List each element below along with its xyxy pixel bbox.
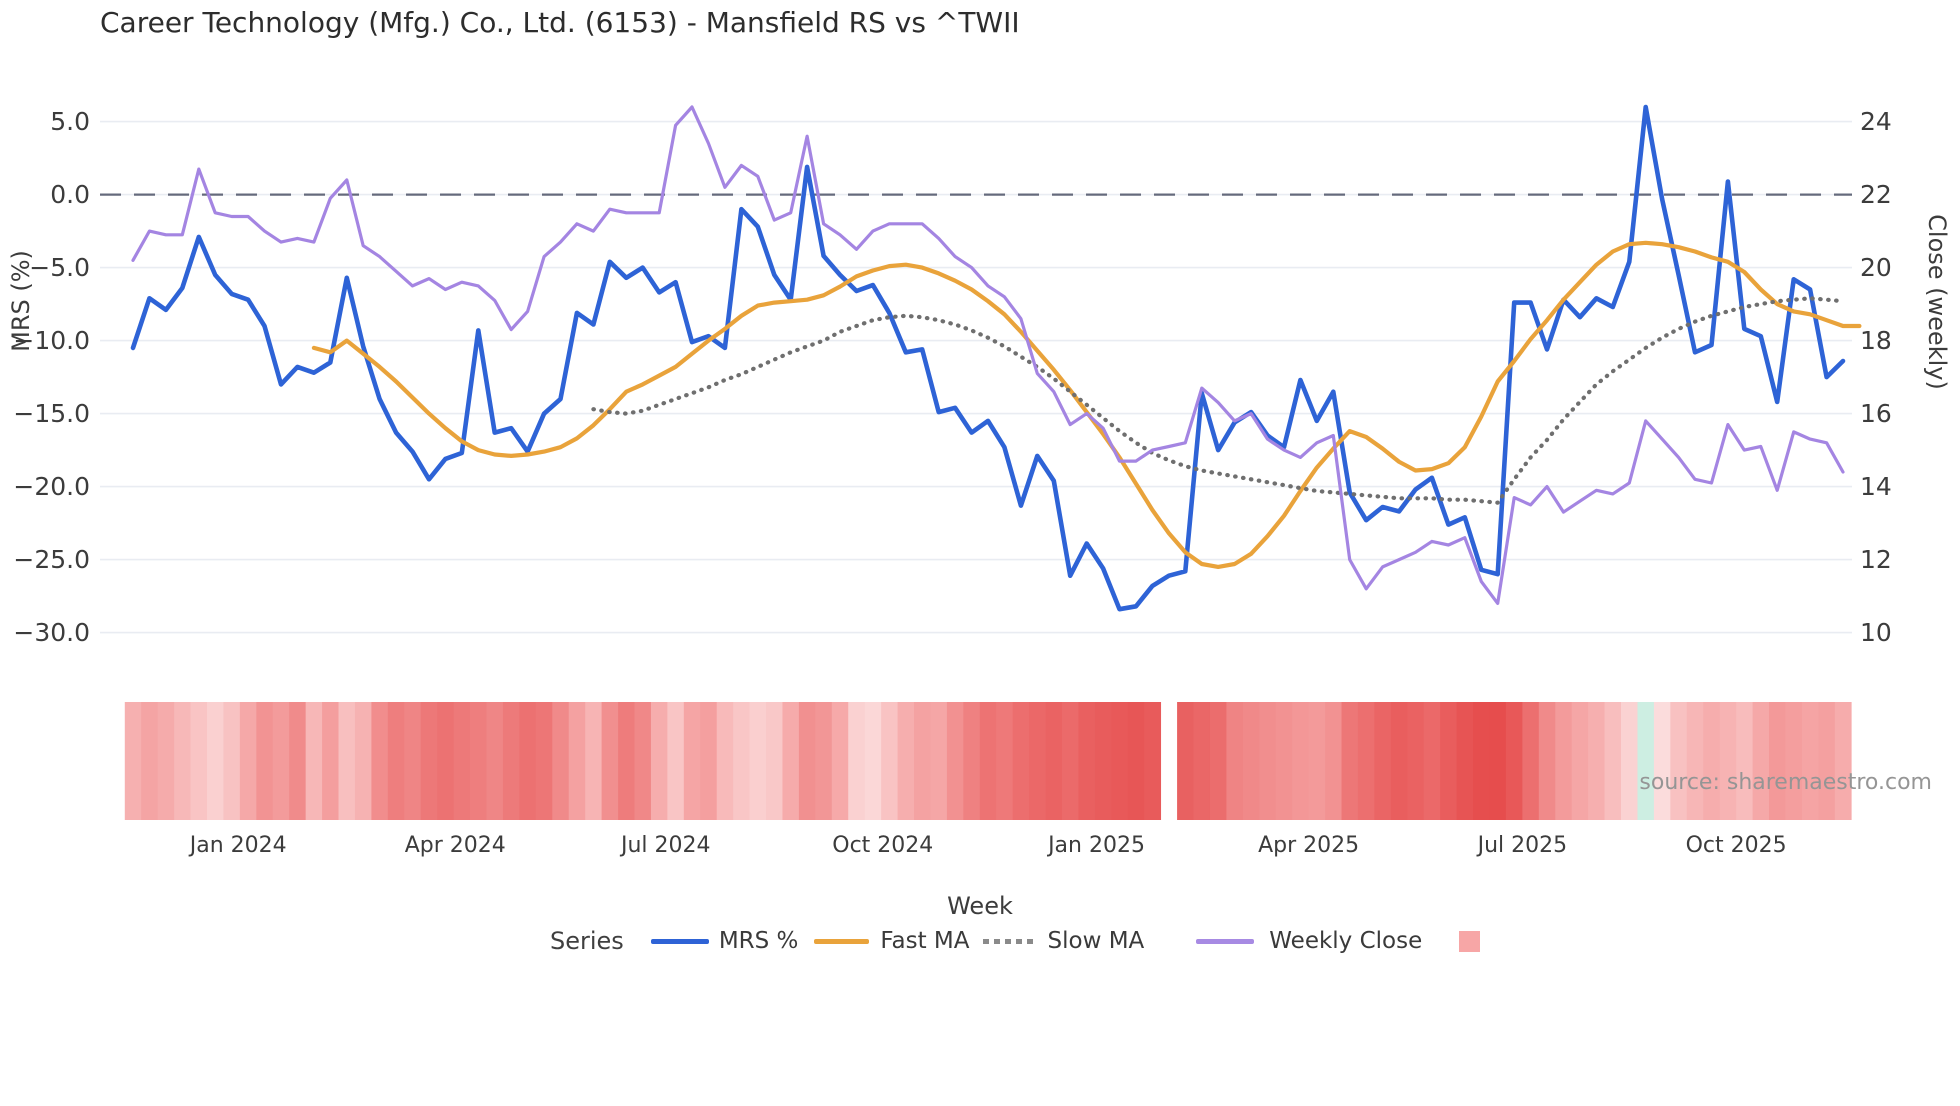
- svg-text:Jul 2025: Jul 2025: [1476, 833, 1568, 858]
- slow-ma-dotted-swatch-icon: [982, 938, 1033, 944]
- svg-text:10: 10: [1860, 618, 1892, 647]
- svg-text:Oct 2025: Oct 2025: [1686, 833, 1787, 858]
- svg-text:16: 16: [1860, 399, 1892, 428]
- svg-text:Apr 2024: Apr 2024: [405, 833, 506, 858]
- chart-title: Career Technology (Mfg.) Co., Ltd. (6153…: [100, 6, 1020, 39]
- heatmap-swatch-icon[interactable]: [1459, 930, 1481, 952]
- svg-text:24: 24: [1860, 107, 1892, 136]
- svg-text:Jan 2025: Jan 2025: [1046, 833, 1145, 858]
- mrs-line-swatch-icon: [650, 938, 709, 944]
- svg-text:−30.0: −30.0: [13, 618, 90, 647]
- svg-text:Apr 2025: Apr 2025: [1258, 833, 1359, 858]
- legend: Series MRS % Fast MA Slow MA Weekly Clos…: [550, 923, 1481, 959]
- svg-text:−25.0: −25.0: [13, 545, 90, 574]
- svg-text:20: 20: [1860, 253, 1892, 282]
- svg-text:14: 14: [1860, 472, 1892, 501]
- legend-item-mrs[interactable]: MRS %: [718, 928, 799, 954]
- svg-text:Oct 2024: Oct 2024: [832, 833, 933, 858]
- legend-item-slow-ma[interactable]: Slow MA: [1047, 928, 1145, 954]
- legend-item-weekly-close[interactable]: Weekly Close: [1269, 928, 1423, 954]
- svg-text:5.0: 5.0: [50, 107, 90, 136]
- source-watermark: source: sharemaestro.com: [1639, 770, 1932, 795]
- weekly-close-line-swatch-icon: [1196, 938, 1255, 944]
- svg-text:−10.0: −10.0: [13, 326, 90, 355]
- x-axis-title: Week: [947, 892, 1013, 920]
- svg-text:−5.0: −5.0: [29, 253, 90, 282]
- y-right-axis-title: Close (weekly): [1923, 214, 1951, 390]
- legend-item-fast-ma[interactable]: Fast MA: [880, 928, 970, 954]
- svg-text:Jan 2024: Jan 2024: [188, 833, 287, 858]
- svg-text:0.0: 0.0: [50, 180, 90, 209]
- svg-text:−15.0: −15.0: [13, 399, 90, 428]
- svg-text:18: 18: [1860, 326, 1892, 355]
- svg-text:−20.0: −20.0: [13, 472, 90, 501]
- y-left-axis-title: MRS (%): [7, 250, 35, 352]
- svg-text:Jul 2024: Jul 2024: [619, 833, 711, 858]
- fast-ma-line-swatch-icon: [814, 938, 870, 944]
- legend-title: Series: [550, 927, 624, 955]
- svg-text:12: 12: [1860, 545, 1892, 574]
- svg-text:22: 22: [1860, 180, 1892, 209]
